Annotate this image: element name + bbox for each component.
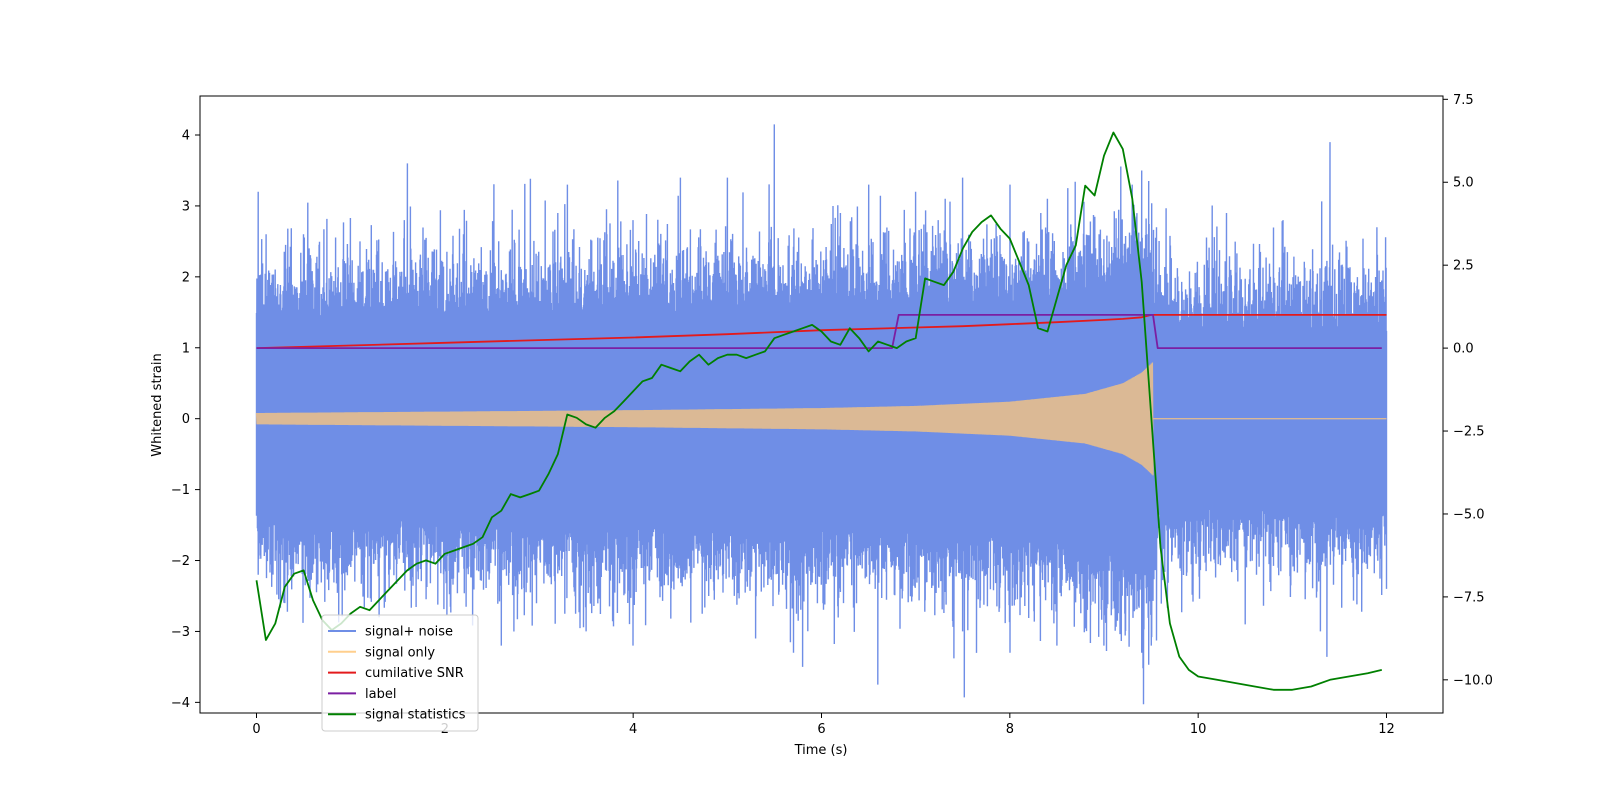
y-axis-left: 4 3 2 1 0 −1 −2 −3 −4 — [171, 129, 200, 711]
y-tick-label: −3 — [171, 625, 190, 640]
y2-tick-label: −10.0 — [1453, 673, 1493, 688]
y2-tick-label: 0.0 — [1453, 342, 1474, 357]
y2-tick-label: 7.5 — [1453, 93, 1474, 108]
y2-tick-label: 5.0 — [1453, 176, 1474, 191]
x-tick-label: 4 — [629, 722, 637, 737]
legend: signal+ noise signal only cumilative SNR la… — [321, 614, 479, 732]
x-tick-label: 10 — [1190, 722, 1207, 737]
x-tick-label: 8 — [1006, 722, 1014, 737]
legend-label-cumilative-snr: cumilative SNR — [365, 666, 464, 681]
y-axis-label: Whitened strain — [150, 353, 165, 456]
y-tick-label: −4 — [171, 696, 190, 711]
y2-tick-label: −5.0 — [1453, 507, 1485, 522]
y2-tick-label: −7.5 — [1453, 590, 1485, 605]
y-tick-label: 4 — [182, 129, 190, 144]
x-tick-label: 0 — [252, 722, 260, 737]
x-tick-label: 6 — [817, 722, 825, 737]
x-tick-label: 12 — [1378, 722, 1395, 737]
series-line-signal-only — [255, 362, 1387, 476]
legend-label-signal-only: signal only — [365, 645, 435, 660]
plot-area — [200, 96, 1443, 713]
legend-label-signal-noise: signal+ noise — [365, 625, 453, 640]
legend-box — [321, 614, 479, 732]
y2-tick-label: 2.5 — [1453, 259, 1474, 274]
series-line-signal-statistics — [255, 131, 1383, 691]
legend-label-label: label — [365, 687, 396, 702]
series-line-label — [256, 314, 1382, 349]
y-tick-label: 0 — [182, 412, 190, 427]
y-tick-label: 2 — [182, 270, 190, 285]
y-tick-label: −2 — [171, 554, 190, 569]
y-tick-label: 1 — [182, 341, 190, 356]
y2-tick-label: −2.5 — [1453, 425, 1485, 440]
x-axis-label: Time (s) — [794, 743, 848, 758]
legend-label-signal-statistics: signal statistics — [365, 708, 466, 723]
y-tick-label: −1 — [171, 483, 190, 498]
series-layer — [255, 124, 1388, 705]
y-axis-right: 7.5 5.0 2.5 0.0 −2.5 −5.0 −7.5 −10.0 — [1443, 93, 1493, 688]
y-tick-label: 3 — [182, 199, 190, 214]
